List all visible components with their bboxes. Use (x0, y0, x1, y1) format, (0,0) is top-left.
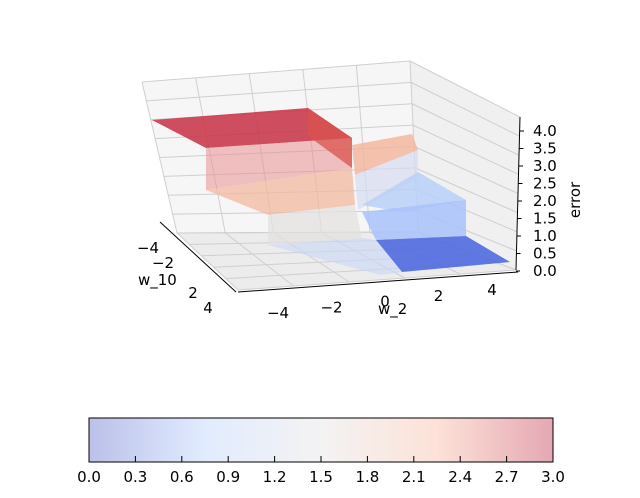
surface-top-left (152, 108, 352, 148)
colorbar-tick-labels: 0.0 0.3 0.6 0.9 1.2 1.5 1.8 2.1 2.4 2.7 3.0 (77, 456, 565, 486)
grid-line (176, 232, 239, 291)
error-surface (152, 108, 510, 275)
z-tick-label: 2.5 (533, 175, 557, 193)
surface-bottom-right (376, 236, 510, 272)
y-tick-label: 2 (434, 287, 444, 305)
grid-line (141, 81, 178, 234)
colorbar-gradient (88, 417, 554, 463)
surface-mid-left (206, 168, 355, 215)
z-axis-line (515, 116, 521, 271)
z-tick-labels: 0.00.51.01.52.02.53.03.54.0 (516, 122, 557, 280)
surface-wall-red (206, 138, 352, 190)
colorbar-tick-label: 2.7 (495, 468, 519, 486)
grid-line (410, 81, 520, 137)
surface-floor-blue (268, 238, 402, 275)
colorbar-tick-label: 0.6 (170, 468, 194, 486)
z-tick-label: 1.0 (533, 227, 557, 245)
z-tick-label: 4.0 (533, 122, 557, 140)
colorbar-tick-label: 3.0 (541, 468, 565, 486)
grid-line (413, 146, 519, 194)
y-tick-label: −4 (267, 304, 289, 322)
y-tick-labels: −4 −2 0 2 4 (267, 281, 497, 322)
z-axis-label: error (566, 181, 584, 218)
x-axis: −4−2 24 w_10 (137, 221, 237, 317)
grid-line (414, 167, 518, 214)
z-tick-label: 3.5 (533, 140, 557, 158)
colorbar-tick-label: 1.2 (263, 468, 287, 486)
grid-line (146, 81, 412, 102)
surface-mid-right (352, 134, 418, 175)
y-tick-label: 4 (487, 281, 497, 299)
grid-line (409, 60, 521, 118)
y-axis: −4 −2 0 2 4 w_2 (237, 271, 519, 322)
x-tick-label: −2 (152, 254, 174, 272)
surface-wall-grey (268, 205, 362, 245)
colorbar-tick-label: 0.0 (77, 468, 101, 486)
z-tick-label: 0.0 (533, 262, 557, 280)
y-axis-label: w_2 (378, 300, 407, 319)
z-tick-label: 1.5 (533, 210, 557, 228)
x-axis-label: w_10 (138, 271, 177, 290)
colorbar-tick-label: 2.4 (448, 468, 472, 486)
colorbar-tick-label: 0.3 (123, 468, 147, 486)
z-tick-label: 0.5 (533, 245, 557, 263)
x-tick-label: −4 (137, 239, 159, 257)
colorbar-tick-label: 1.8 (355, 468, 379, 486)
grid-line (224, 232, 294, 287)
y-tick-label: −2 (320, 298, 342, 316)
z-tick-label: 3.0 (533, 157, 557, 175)
grid-line (141, 60, 411, 83)
surface-wall-red-side (308, 108, 352, 168)
surface-mid-blue (362, 172, 466, 212)
colorbar-tick-label: 1.5 (309, 468, 333, 486)
surface-wall-blue-front (355, 150, 418, 210)
x-axis-line (159, 221, 237, 293)
grid-line (411, 103, 520, 156)
y-tick-label: 0 (380, 293, 390, 311)
z-axis: 0.00.51.01.52.02.53.03.54.0 error (515, 116, 584, 280)
colorbar: 0.0 0.3 0.6 0.9 1.2 1.5 1.8 2.1 2.4 2.7 3.0 (77, 417, 565, 486)
colorbar-tick-label: 0.9 (216, 468, 240, 486)
y-axis-line (237, 271, 519, 293)
colorbar-tick-label: 2.1 (402, 468, 426, 486)
x-tick-label: 2 (188, 284, 198, 302)
x-tick-labels: −4−2 24 (137, 239, 213, 317)
z-tick-label: 2.0 (533, 192, 557, 210)
surface-wall-blue (362, 200, 466, 240)
grid-line (237, 269, 517, 291)
grid-line (412, 124, 519, 175)
x-tick-label: 4 (203, 299, 213, 317)
